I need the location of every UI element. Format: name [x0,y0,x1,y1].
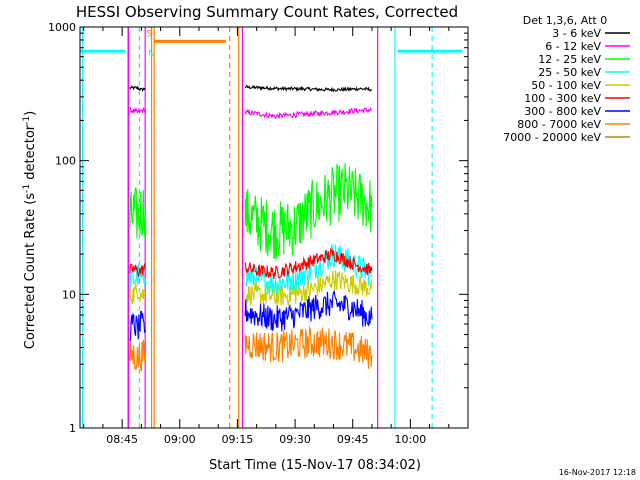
series-6-segment-1 [244,290,373,332]
y-label-base: Corrected Count Rate (s [23,193,38,350]
x-tick-label-2: 09:15 [222,433,254,446]
x-axis-label: Start Time (15-Nov-17 08:34:02) [209,458,421,473]
legend-label-0: 3 - 6 keV [552,27,601,40]
y-axis-label: Corrected Count Rate (s-1 detector-1) [22,111,38,349]
axis-ticks: 1 10 100 1000 08:45 09:00 09:15 09:30 09:45 10:00 [48,21,468,446]
x-tick-label-3: 09:30 [279,433,311,446]
series-7-segment-1 [244,325,373,369]
series-6-segment-0 [129,310,146,341]
x-tick-label-1: 09:00 [164,433,196,446]
series-1-segment-0 [129,106,146,115]
series-2-segment-0 [129,187,146,239]
footer-date: 16-Nov-2017 12:18 [559,468,636,477]
series-5-segment-1 [244,247,373,279]
series-0-segment-1 [244,84,373,93]
y-tick-label-2: 100 [55,155,76,168]
series-5-segment-0 [129,263,146,278]
y-label-end: ) [23,111,38,116]
series-7-segment-0 [129,339,146,372]
y-label-exp1: -1 [22,184,32,193]
legend-label-2: 12 - 25 keV [538,53,601,66]
y-label-exp2: -1 [22,116,32,125]
flag-bars: SN [80,29,463,60]
flag-letter-1: N [148,50,155,60]
legend-label-3: 25 - 50 keV [538,66,601,79]
y-label-mid: detector [23,124,38,184]
flag-letter-0: S [146,29,152,39]
legend-header: Det 1,3,6, Att 0 [523,14,607,27]
series-2-segment-1 [244,162,373,259]
x-tick-label-4: 09:45 [337,433,369,446]
y-tick-label-1: 10 [62,288,76,301]
series-4-segment-0 [129,282,146,305]
x-tick-label-5: 10:00 [395,433,427,446]
legend-label-1: 6 - 12 keV [545,40,601,53]
plot-frame [79,26,469,429]
legend-label-4: 50 - 100 keV [531,79,601,92]
legend-label-5: 100 - 300 keV [524,92,601,105]
instrument-state-lines [81,27,433,428]
legend-label-7: 800 - 7000 keV [517,118,601,131]
series-1-segment-1 [244,106,373,120]
legend-label-8: 7000 - 20000 keV [503,131,601,144]
chart-title: HESSI Observing Summary Count Rates, Cor… [76,3,458,21]
series-0-segment-0 [129,85,146,93]
series-layer [129,84,373,372]
y-tick-label-0: 1 [69,422,76,435]
y-tick-label-3: 1000 [48,21,76,34]
x-tick-label-0: 08:45 [106,433,138,446]
series-4-segment-1 [244,270,373,308]
legend-label-6: 300 - 800 keV [524,105,601,118]
